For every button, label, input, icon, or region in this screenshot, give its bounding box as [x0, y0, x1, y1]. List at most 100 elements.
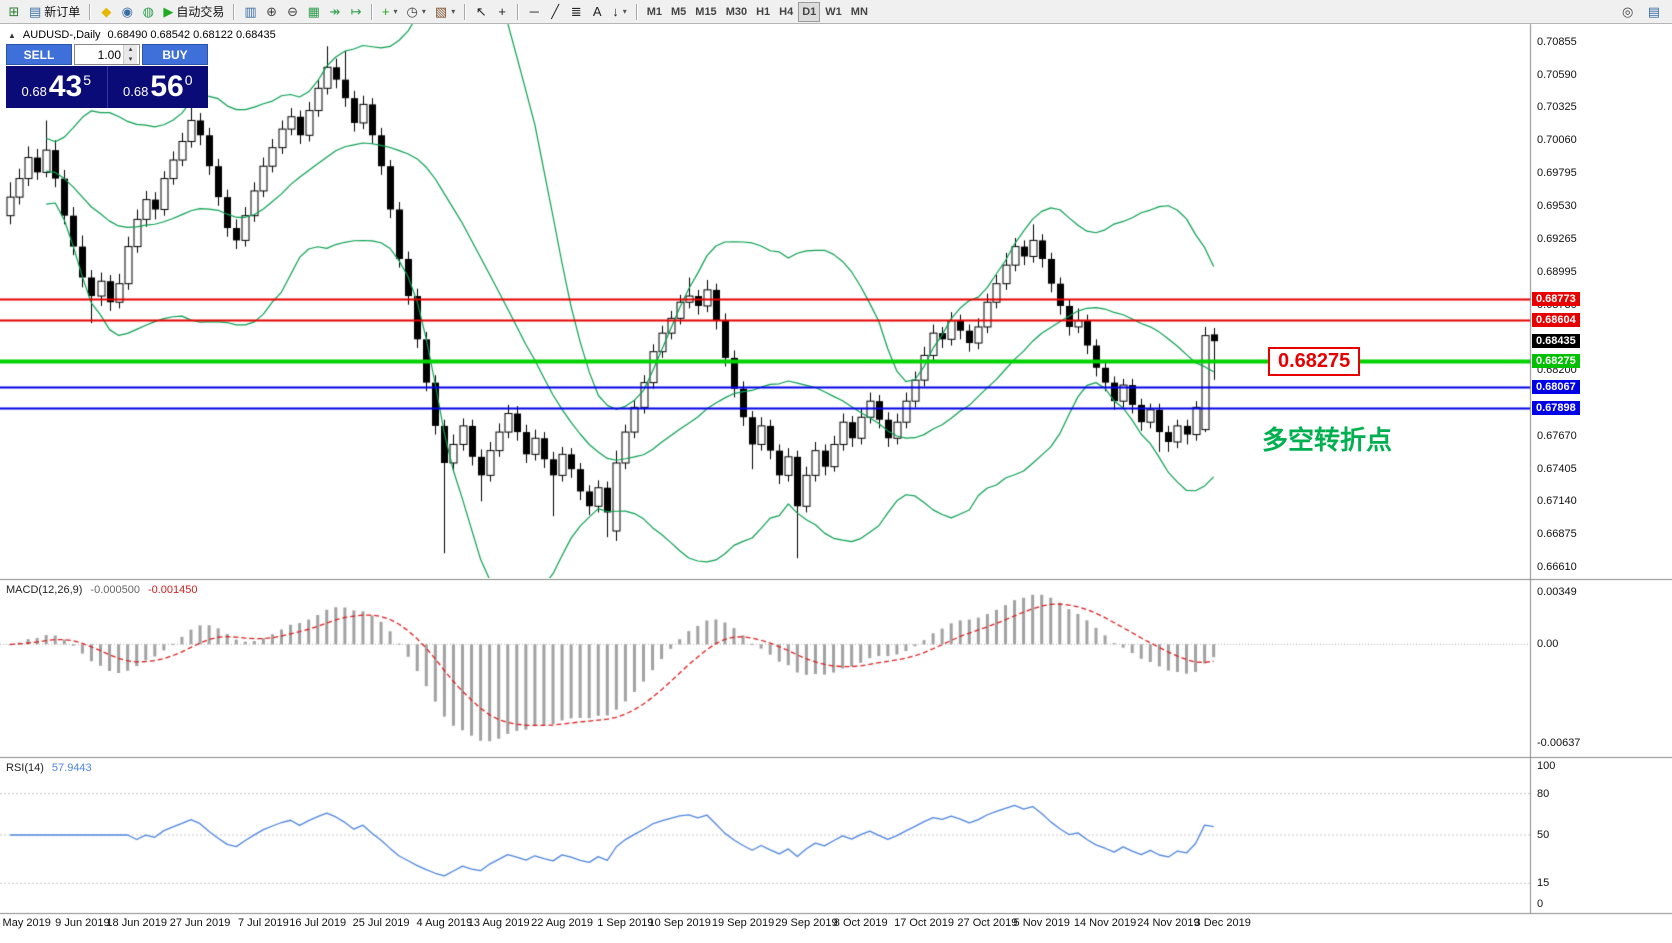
volume-up-button[interactable]: ▴ — [124, 45, 137, 55]
autotrading-button[interactable]: ▶ 自动交易 — [159, 2, 228, 22]
new-chart-icon[interactable]: ⊞ — [4, 2, 24, 22]
buy-button[interactable]: BUY — [142, 44, 208, 65]
profile-icon[interactable]: ◉ — [117, 2, 137, 22]
chart-shift-icon[interactable]: ↦ — [346, 2, 366, 22]
chevron-down-icon: ▾ — [622, 7, 627, 16]
tile-windows-icon[interactable]: ▦ — [304, 2, 324, 22]
zoom-in-icon[interactable]: ⊕ — [262, 2, 282, 22]
toolbar-separator — [89, 3, 92, 20]
horizontal-line-icon: ─ — [529, 4, 539, 19]
timeframe-mn-label: MN — [850, 5, 868, 18]
timeframe-h1-label: H1 — [756, 5, 771, 18]
buy-price-prefix: 0.68 — [123, 84, 149, 99]
periods-dropdown[interactable]: ◷ ▾ — [403, 2, 430, 22]
expand-arrow-icon: ▲ — [8, 30, 16, 40]
macd-value-2: -0.001450 — [147, 584, 198, 596]
community-icon[interactable]: ◍ — [138, 2, 158, 22]
timeframe-w1[interactable]: W1 — [821, 2, 846, 22]
compass-icon[interactable]: ◆ — [96, 2, 116, 22]
volume-input[interactable] — [75, 45, 123, 64]
sell-price-big: 43 — [48, 70, 83, 103]
new-order-button: ▤ — [29, 3, 42, 19]
chevron-down-icon: ▾ — [451, 7, 456, 16]
trendline-icon: ╱ — [551, 3, 560, 19]
indicators-dropdown: + — [381, 4, 390, 19]
main-toolbar: ⊞ ▤ 新订单 ◆ ◉ ◍ ▶ 自动交易 ▥ ⊕ ⊖ ▦ ↠ ↦ + ▾ ◷ ▾ ▧ ▾ ↖ + ─ ╱ ≣ A ↓ ▾ M1 M5 M15… — [0, 0, 1672, 24]
text-tool-icon[interactable]: A — [587, 2, 607, 22]
timeframe-h4-label: H4 — [779, 5, 794, 18]
volume-control: ▴ ▾ — [74, 44, 140, 65]
trendline-icon[interactable]: ╱ — [545, 2, 565, 22]
search-icon[interactable]: ◎ — [1618, 2, 1638, 22]
autotrading-button: ▶ — [163, 3, 174, 19]
chart-symbol-label: AUDUSD-,Daily — [22, 29, 101, 41]
volume-down-button[interactable]: ▾ — [124, 54, 137, 64]
bar-chart-type-icon[interactable]: ▥ — [240, 2, 260, 22]
search-icon: ◎ — [1622, 3, 1634, 19]
new-chart-icon: ⊞ — [8, 3, 20, 19]
community-icon: ◍ — [142, 3, 154, 19]
volume-spinner: ▴ ▾ — [123, 45, 137, 64]
templates-dropdown[interactable]: ▧ ▾ — [431, 2, 459, 22]
panels-icon: ▤ — [1647, 3, 1660, 19]
buy-price-button[interactable]: 0.68 56 0 — [108, 66, 209, 108]
timeframe-m1[interactable]: M1 — [643, 2, 666, 22]
rsi-value: 57.9443 — [51, 762, 92, 774]
timeframe-d1[interactable]: D1 — [798, 1, 821, 22]
timeframe-d1-label: D1 — [802, 5, 817, 18]
periods-dropdown: ◷ — [406, 3, 418, 19]
rsi-title-text: RSI(14) — [6, 762, 44, 774]
arrows-dropdown: ↓ — [612, 4, 619, 19]
turning-point-annotation[interactable]: 多空转折点 — [1262, 426, 1393, 456]
horizontal-line-icon[interactable]: ─ — [524, 2, 544, 22]
sell-price-prefix: 0.68 — [21, 84, 47, 99]
buy-price-sup: 0 — [184, 72, 193, 88]
toolbar-separator — [233, 3, 236, 20]
crosshair-icon: + — [498, 4, 506, 19]
toolbar-separator — [517, 3, 520, 20]
cursor-icon[interactable]: ↖ — [471, 2, 491, 22]
zoom-in-icon: ⊕ — [266, 3, 278, 19]
buy-price-big: 56 — [150, 70, 184, 103]
macd-title-text: MACD(12,26,9) — [6, 584, 83, 596]
macd-indicator-label: MACD(12,26,9) -0.000500 -0.001450 — [6, 584, 198, 596]
timeframe-h4[interactable]: H4 — [775, 2, 797, 22]
auto-scroll-icon: ↠ — [329, 3, 341, 19]
timeframe-m5-label: M5 — [671, 5, 687, 18]
compass-icon: ◆ — [101, 3, 112, 19]
timeframe-m5[interactable]: M5 — [667, 2, 690, 22]
timeframe-m15[interactable]: M15 — [691, 2, 720, 22]
toolbar-left-group: ⊞ ▤ 新订单 ◆ ◉ ◍ ▶ 自动交易 ▥ ⊕ ⊖ ▦ ↠ ↦ + ▾ ◷ ▾ ▧ ▾ ↖ + ─ ╱ ≣ A ↓ ▾ M1 M5 M15… — [4, 1, 872, 22]
sell-button[interactable]: SELL — [6, 44, 72, 65]
zoom-out-icon[interactable]: ⊖ — [283, 2, 303, 22]
timeframe-h1[interactable]: H1 — [752, 2, 774, 22]
fibonacci-icon[interactable]: ≣ — [566, 2, 586, 22]
zoom-out-icon: ⊖ — [287, 3, 299, 19]
chevron-down-icon: ▾ — [393, 7, 398, 16]
new-order-button-label: 新订单 — [44, 5, 81, 19]
crosshair-icon[interactable]: + — [492, 2, 512, 22]
toolbar-separator — [635, 3, 638, 20]
sell-price-sup: 5 — [83, 72, 91, 88]
autotrading-button-label: 自动交易 — [176, 5, 225, 19]
tile-windows-icon: ▦ — [307, 3, 320, 19]
auto-scroll-icon[interactable]: ↠ — [325, 2, 345, 22]
fibonacci-icon: ≣ — [570, 3, 582, 19]
timeframe-m30[interactable]: M30 — [722, 2, 751, 22]
chart-shift-icon: ↦ — [350, 3, 362, 19]
text-tool-icon: A — [592, 4, 602, 19]
templates-dropdown: ▧ — [434, 3, 448, 19]
indicators-dropdown[interactable]: + ▾ — [378, 2, 402, 22]
arrows-dropdown[interactable]: ↓ ▾ — [608, 2, 631, 22]
timeframe-mn[interactable]: MN — [847, 2, 872, 22]
panels-icon[interactable]: ▤ — [1644, 2, 1664, 22]
profile-icon: ◉ — [121, 3, 133, 19]
price-level-label[interactable]: 0.68275 — [1268, 347, 1361, 376]
timeframe-m15-label: M15 — [695, 5, 717, 18]
timeframe-m1-label: M1 — [646, 5, 662, 18]
new-order-button[interactable]: ▤ 新订单 — [25, 2, 84, 22]
sell-price-button[interactable]: 0.68 43 5 — [6, 66, 107, 108]
one-click-trading-panel: SELL ▴ ▾ BUY 0.68 43 5 0.68 56 0 — [6, 44, 208, 108]
